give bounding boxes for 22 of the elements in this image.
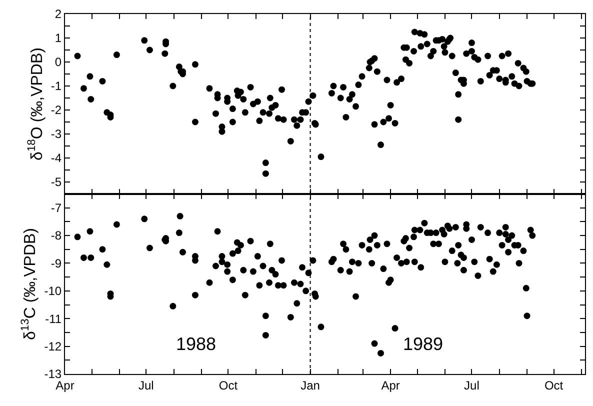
y-tick-label: -7 bbox=[50, 201, 62, 216]
y-tick-label: 0 bbox=[54, 55, 62, 70]
x-tick-label: Apr bbox=[381, 378, 400, 392]
x-tick-label: Oct bbox=[218, 378, 238, 392]
annotation: 1988 bbox=[176, 334, 216, 354]
y-tick-label: -3 bbox=[50, 127, 62, 142]
y-tick-label: -2 bbox=[50, 103, 62, 118]
y-tick-label: -9 bbox=[50, 256, 62, 270]
x-tick-label: Oct bbox=[544, 378, 564, 392]
y-tick-label: 2 bbox=[54, 7, 62, 22]
y-tick-label: 1 bbox=[54, 31, 62, 46]
y-tick-label: -12 bbox=[44, 340, 62, 354]
x-tick-label: Jan bbox=[300, 378, 320, 392]
x-tick-label: Jul bbox=[464, 378, 480, 392]
y-tick-label: -11 bbox=[45, 312, 62, 326]
y-tick-label: -10 bbox=[44, 284, 62, 298]
y-tick-label: -4 bbox=[50, 151, 62, 166]
x-tick-label: Jul bbox=[138, 378, 154, 392]
annotation: 1989 bbox=[403, 334, 444, 354]
y-tick-label: -5 bbox=[50, 175, 62, 190]
y-tick-label: -1 bbox=[50, 79, 62, 94]
y-tick-label: -8 bbox=[50, 228, 62, 243]
